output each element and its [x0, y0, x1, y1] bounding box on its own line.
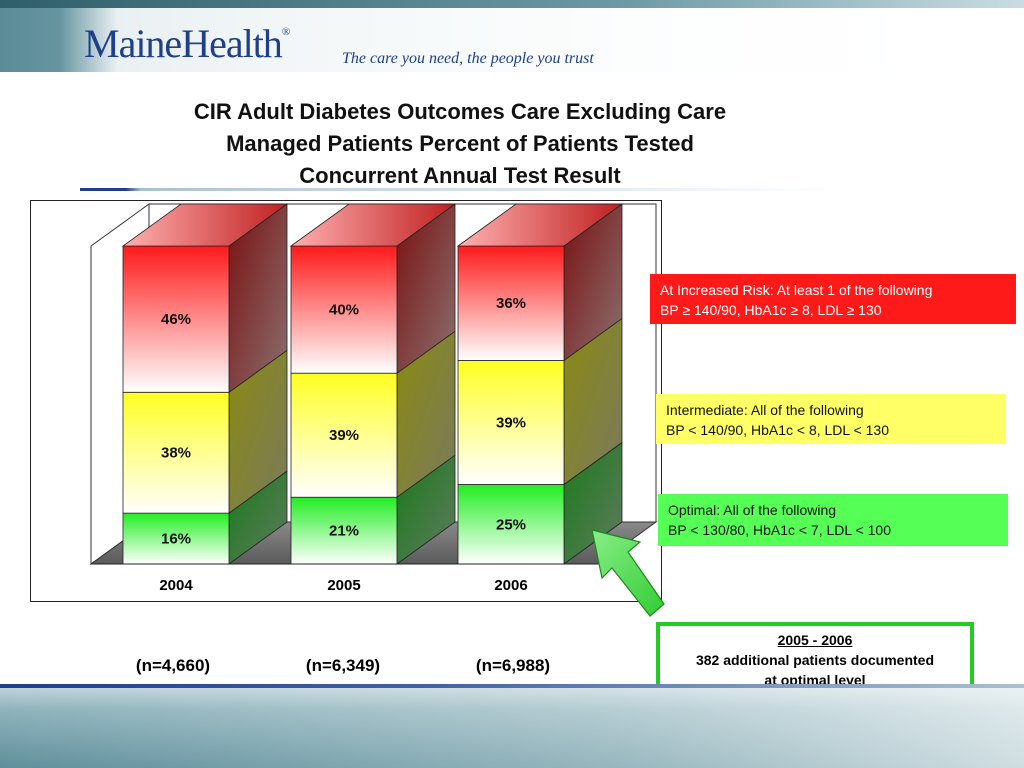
logo-text: MaineHealth — [84, 21, 283, 66]
legend-increased-risk-criteria: BP ≥ 140/90, HbA1c ≥ 8, LDL ≥ 130 — [660, 302, 882, 318]
data-label-2006-yellow: 39% — [496, 414, 526, 431]
bar-segment-2004-green — [122, 512, 230, 565]
stacked-bar-chart: 16% 38% 46% 21% 39% 40% 25% 39% 36% 2004 2005 2006 — [89, 203, 658, 594]
bar-segment-2005-yellow — [290, 372, 398, 498]
callout-heading: 2005 - 2006 — [777, 632, 853, 648]
legend-intermediate-title: Intermediate: All of the following — [666, 402, 864, 418]
header-panel — [60, 8, 1024, 72]
legend-optimal-criteria: BP < 130/80, HbA1c < 7, LDL < 100 — [668, 522, 891, 538]
tagline: The care you need, the people you trust — [342, 50, 594, 67]
header-band — [0, 0, 1024, 72]
data-label-2006-green: 25% — [496, 516, 526, 533]
data-label-2005-red: 40% — [329, 302, 359, 319]
legend-increased-risk-title: At Increased Risk: At least 1 of the fol… — [660, 282, 933, 298]
sample-size-2005: (n=6,349) — [305, 656, 381, 675]
bar-segment-2005-red — [290, 245, 398, 374]
x-tick-2006: 2006 — [494, 577, 527, 594]
chart-frame: 16% 38% 46% 21% 39% 40% 25% 39% 36% 2004 2005 2006 — [30, 200, 662, 602]
legend-optimal-title: Optimal: All of the following — [668, 502, 837, 518]
data-label-2004-yellow: 38% — [161, 445, 191, 462]
data-label-2004-red: 46% — [161, 311, 191, 328]
slide-title: CIR Adult Diabetes Outcomes Care Excludi… — [140, 96, 780, 192]
legend-increased-risk: At Increased Risk: At least 1 of the fol… — [650, 274, 1016, 324]
data-label-2005-green: 21% — [329, 523, 359, 540]
bar-top-2006 — [456, 203, 624, 247]
legend-intermediate-criteria: BP < 140/90, HbA1c < 8, LDL < 130 — [666, 422, 889, 438]
sample-size-2004: (n=4,660) — [135, 656, 211, 675]
callout-line-1: 382 additional patients documented — [695, 652, 935, 668]
footer-fade — [0, 688, 1024, 768]
registered-mark: ® — [281, 26, 290, 38]
title-rule — [80, 188, 840, 191]
legend-intermediate: Intermediate: All of the following BP < … — [656, 394, 1006, 444]
bar-segment-2004-yellow — [122, 391, 230, 514]
footer-rule — [0, 684, 1024, 688]
title-line-3: Concurrent Annual Test Result — [299, 163, 621, 188]
sample-size-2006: (n=6,988) — [475, 656, 551, 675]
legend-optimal: Optimal: All of the following BP < 130/8… — [658, 494, 1008, 546]
footer-band — [0, 684, 1024, 768]
title-line-1: CIR Adult Diabetes Outcomes Care Excludi… — [193, 99, 727, 124]
bar-segment-2006-green — [457, 484, 565, 565]
x-tick-2004: 2004 — [159, 577, 193, 594]
header-strip — [0, 0, 1024, 8]
bar-top-2005 — [289, 203, 457, 247]
mainehealth-logo: MaineHealth® — [84, 21, 290, 66]
chart-x-axis: 2004 2005 2006 — [91, 563, 598, 594]
title-line-2: Managed Patients Percent of Patients Tes… — [226, 131, 694, 156]
data-label-2004-green: 16% — [161, 531, 191, 548]
bar-top-2004 — [121, 203, 289, 247]
data-label-2005-yellow: 39% — [329, 427, 359, 444]
x-tick-2005: 2005 — [327, 577, 360, 594]
chart-bars: 16% 38% 46% 21% 39% 40% 25% 39% 36% — [121, 203, 624, 565]
bar-segment-2005-green — [290, 496, 398, 565]
bar-segment-2006-yellow — [457, 360, 565, 485]
data-label-2006-red: 36% — [496, 295, 526, 312]
